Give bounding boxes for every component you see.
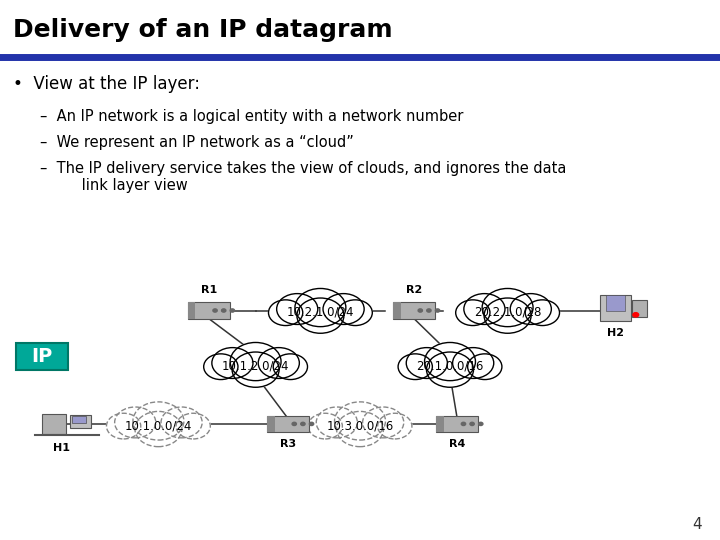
Circle shape [510,294,552,325]
Circle shape [425,342,475,381]
Circle shape [633,313,639,317]
Circle shape [301,422,305,426]
Circle shape [427,309,431,312]
Circle shape [258,348,300,379]
FancyBboxPatch shape [267,416,274,432]
Circle shape [406,348,447,379]
Text: 10.3.0.0/16: 10.3.0.0/16 [326,419,394,432]
Circle shape [453,348,494,379]
Circle shape [468,354,502,380]
Text: 10.1.2.0/24: 10.1.2.0/24 [222,360,289,373]
Circle shape [222,309,226,312]
FancyBboxPatch shape [606,295,625,310]
Circle shape [230,309,235,312]
Circle shape [426,352,474,387]
Text: R2: R2 [406,285,422,295]
Circle shape [335,402,385,440]
Text: R1: R1 [201,285,217,295]
FancyBboxPatch shape [70,415,91,428]
Circle shape [292,422,297,426]
Text: •  View at the IP layer:: • View at the IP layer: [13,75,200,93]
Circle shape [135,411,182,447]
Circle shape [295,288,346,327]
Circle shape [336,411,384,447]
FancyBboxPatch shape [42,414,66,434]
Circle shape [479,422,483,426]
FancyBboxPatch shape [632,300,647,317]
FancyBboxPatch shape [267,416,309,432]
Circle shape [230,342,281,381]
Circle shape [107,413,141,439]
FancyBboxPatch shape [16,343,68,370]
Circle shape [232,352,279,387]
Text: IP: IP [31,347,53,366]
Circle shape [377,413,412,439]
Circle shape [310,422,314,426]
Circle shape [297,298,344,333]
Circle shape [338,300,372,326]
FancyBboxPatch shape [393,302,435,319]
Text: 20.2.1.0/28: 20.2.1.0/28 [474,306,541,319]
Circle shape [462,422,466,426]
Circle shape [323,294,364,325]
Text: R4: R4 [449,439,465,449]
Circle shape [484,298,531,333]
Circle shape [269,300,303,326]
Text: Delivery of an IP datagram: Delivery of an IP datagram [13,18,392,42]
Circle shape [316,407,357,438]
Text: –  We represent an IP network as a “cloud”: – We represent an IP network as a “cloud… [40,134,354,150]
Circle shape [276,294,318,325]
FancyBboxPatch shape [188,302,230,319]
Circle shape [464,294,505,325]
Text: –  The IP delivery service takes the view of clouds, and ignores the data
      : – The IP delivery service takes the view… [40,161,566,193]
Text: 10.2.1.0/24: 10.2.1.0/24 [287,306,354,319]
Circle shape [133,402,184,440]
Circle shape [114,407,156,438]
Circle shape [436,309,440,312]
Circle shape [470,422,474,426]
Circle shape [176,413,210,439]
Circle shape [456,300,490,326]
Circle shape [308,413,343,439]
Circle shape [482,288,533,327]
FancyBboxPatch shape [600,295,631,321]
Circle shape [273,354,307,380]
Circle shape [204,354,238,380]
Circle shape [418,309,423,312]
FancyBboxPatch shape [393,302,400,319]
Text: 20.1.0.0/16: 20.1.0.0/16 [416,360,484,373]
Circle shape [363,407,404,438]
Circle shape [161,407,202,438]
FancyBboxPatch shape [436,416,444,432]
Text: –  An IP network is a logical entity with a network number: – An IP network is a logical entity with… [40,109,463,124]
Text: H1: H1 [53,443,70,453]
FancyBboxPatch shape [436,416,478,432]
Circle shape [526,300,559,326]
Text: 4: 4 [693,517,702,532]
Circle shape [213,309,217,312]
Text: H2: H2 [607,328,624,338]
Text: R3: R3 [280,439,296,449]
Circle shape [398,354,432,380]
Circle shape [212,348,253,379]
FancyBboxPatch shape [72,416,86,423]
FancyBboxPatch shape [188,302,195,319]
Text: 10.1.0.0/24: 10.1.0.0/24 [125,419,192,432]
